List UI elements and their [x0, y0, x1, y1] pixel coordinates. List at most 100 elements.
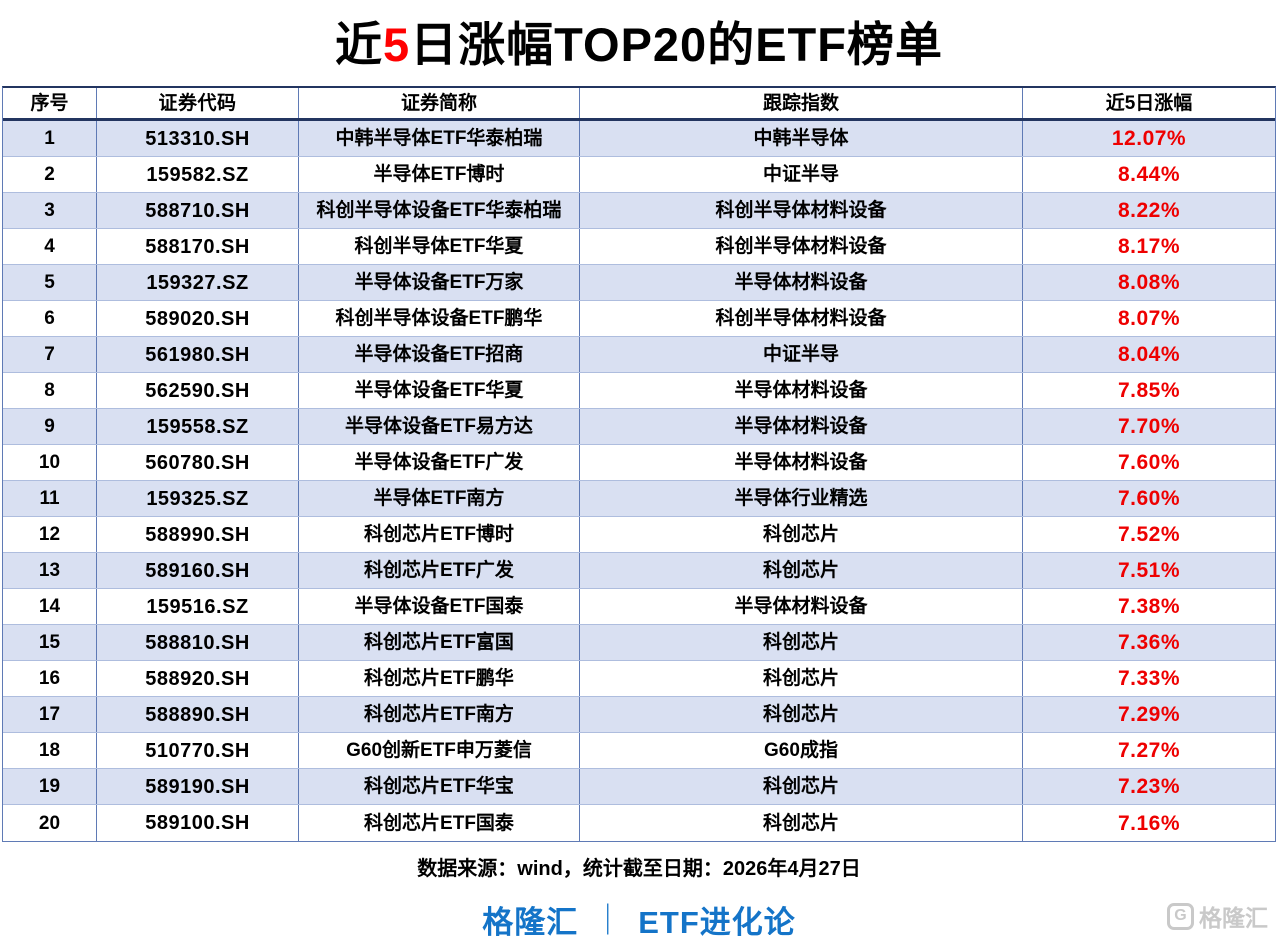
cell-code: 159516.SZ	[97, 589, 299, 624]
cell-index: 科创芯片	[580, 697, 1023, 732]
cell-change: 7.16%	[1117, 811, 1181, 835]
cell-code: 588170.SH	[97, 229, 299, 264]
cell-change: 7.60%	[1117, 487, 1181, 510]
cell-rank: 11	[3, 481, 97, 516]
cell-name: 半导体设备ETF国泰	[299, 589, 580, 624]
cell-rank: 6	[3, 301, 97, 336]
cell-code: 561980.SH	[97, 337, 299, 372]
table-row: 4 588170.SH 科创半导体ETF华夏 科创半导体材料设备 8.17%	[3, 229, 1275, 265]
cell-name: 科创芯片ETF国泰	[299, 805, 580, 841]
cell-change: 7.52%	[1117, 523, 1181, 546]
cell-rank: 12	[3, 517, 97, 552]
title-prefix: 近	[335, 18, 384, 71]
header-cell-rank: 序号	[3, 88, 97, 118]
cell-name: 科创芯片ETF南方	[299, 697, 580, 732]
cell-change: 7.85%	[1117, 379, 1181, 402]
cell-name: 科创芯片ETF广发	[299, 553, 580, 588]
cell-rank: 10	[3, 445, 97, 480]
table-row: 12 588990.SH 科创芯片ETF博时 科创芯片 7.52%	[3, 517, 1275, 553]
cell-change: 7.51%	[1117, 559, 1181, 582]
cell-change: 7.23%	[1117, 775, 1181, 798]
data-source-note: 数据来源：wind，统计截至日期：2026年4月27日	[417, 858, 861, 880]
cell-rank: 9	[3, 409, 97, 444]
table-row: 17 588890.SH 科创芯片ETF南方 科创芯片 7.29%	[3, 697, 1275, 733]
cell-change: 8.08%	[1117, 271, 1181, 294]
cell-code: 513310.SH	[97, 121, 299, 156]
cell-name: 半导体设备ETF广发	[299, 445, 580, 480]
cell-code: 589100.SH	[97, 805, 299, 841]
cell-code: 159327.SZ	[97, 265, 299, 300]
cell-rank: 3	[3, 193, 97, 228]
cell-change: 7.33%	[1117, 667, 1181, 690]
cell-name: G60创新ETF申万菱信	[299, 733, 580, 768]
table-row: 13 589160.SH 科创芯片ETF广发 科创芯片 7.51%	[3, 553, 1275, 589]
cell-name: 半导体设备ETF易方达	[299, 409, 580, 444]
table-row: 7 561980.SH 半导体设备ETF招商 中证半导 8.04%	[3, 337, 1275, 373]
cell-rank: 16	[3, 661, 97, 696]
page-title: 近5日涨幅TOP20的ETF榜单	[0, 0, 1278, 86]
cell-index: G60成指	[580, 733, 1023, 768]
cell-index: 科创芯片	[580, 661, 1023, 696]
table-row: 15 588810.SH 科创芯片ETF富国 科创芯片 7.36%	[3, 625, 1275, 661]
cell-index: 科创芯片	[580, 517, 1023, 552]
cell-change: 7.36%	[1117, 631, 1181, 654]
header-cell-index: 跟踪指数	[580, 88, 1023, 118]
gelonghui-watermark: G 格隆汇	[1167, 899, 1268, 933]
cell-rank: 15	[3, 625, 97, 660]
cell-name: 科创半导体ETF华夏	[299, 229, 580, 264]
brand-divider: ｜	[592, 903, 625, 938]
cell-code: 159582.SZ	[97, 157, 299, 192]
cell-name: 半导体ETF南方	[299, 481, 580, 516]
cell-code: 588920.SH	[97, 661, 299, 696]
table-row: 9 159558.SZ 半导体设备ETF易方达 半导体材料设备 7.70%	[3, 409, 1275, 445]
cell-rank: 17	[3, 697, 97, 732]
title-suffix: 日涨幅TOP20的ETF榜单	[410, 18, 943, 71]
cell-rank: 5	[3, 265, 97, 300]
cell-rank: 8	[3, 373, 97, 408]
gelonghui-watermark-text: 格隆汇	[1199, 905, 1268, 931]
cell-change: 8.22%	[1117, 199, 1181, 222]
cell-code: 562590.SH	[97, 373, 299, 408]
cell-change: 8.04%	[1117, 343, 1181, 366]
table-row: 14 159516.SZ 半导体设备ETF国泰 半导体材料设备 7.38%	[3, 589, 1275, 625]
cell-index: 半导体材料设备	[580, 589, 1023, 624]
cell-rank: 18	[3, 733, 97, 768]
cell-code: 560780.SH	[97, 445, 299, 480]
cell-name: 半导体设备ETF招商	[299, 337, 580, 372]
cell-change: 8.17%	[1117, 235, 1181, 258]
title-highlight-number: 5	[383, 18, 411, 71]
cell-code: 510770.SH	[97, 733, 299, 768]
cell-index: 中韩半导体	[580, 121, 1023, 156]
table-header-row: 序号 证券代码 证券简称 跟踪指数 近5日涨幅	[3, 88, 1275, 121]
cell-name: 科创芯片ETF富国	[299, 625, 580, 660]
cell-rank: 4	[3, 229, 97, 264]
cell-index: 半导体行业精选	[580, 481, 1023, 516]
cell-code: 159558.SZ	[97, 409, 299, 444]
header-cell-change: 近5日涨幅	[1105, 92, 1193, 114]
cell-index: 科创半导体材料设备	[580, 193, 1023, 228]
table-row: 2 159582.SZ 半导体ETF博时 中证半导 8.44%	[3, 157, 1275, 193]
cell-name: 科创芯片ETF博时	[299, 517, 580, 552]
cell-change: 7.60%	[1117, 451, 1181, 474]
table-body: 1 513310.SH 中韩半导体ETF华泰柏瑞 中韩半导体 12.07% 2 159582…	[3, 121, 1275, 841]
cell-code: 588990.SH	[97, 517, 299, 552]
table-row: 18 510770.SH G60创新ETF申万菱信 G60成指 7.27%	[3, 733, 1275, 769]
table-row: 3 588710.SH 科创半导体设备ETF华泰柏瑞 科创半导体材料设备 8.22%	[3, 193, 1275, 229]
cell-index: 半导体材料设备	[580, 445, 1023, 480]
cell-rank: 1	[3, 121, 97, 156]
table-row: 8 562590.SH 半导体设备ETF华夏 半导体材料设备 7.85%	[3, 373, 1275, 409]
cell-change: 8.07%	[1117, 307, 1181, 330]
table-row: 6 589020.SH 科创半导体设备ETF鹏华 科创半导体材料设备 8.07%	[3, 301, 1275, 337]
cell-rank: 14	[3, 589, 97, 624]
table-row: 10 560780.SH 半导体设备ETF广发 半导体材料设备 7.60%	[3, 445, 1275, 481]
cell-code: 588810.SH	[97, 625, 299, 660]
cell-index: 科创芯片	[580, 625, 1023, 660]
cell-index: 半导体材料设备	[580, 409, 1023, 444]
cell-change: 7.38%	[1117, 595, 1181, 618]
cell-name: 科创半导体设备ETF华泰柏瑞	[299, 193, 580, 228]
cell-name: 半导体设备ETF万家	[299, 265, 580, 300]
cell-change: 7.27%	[1117, 739, 1181, 762]
header-cell-code: 证券代码	[97, 88, 299, 118]
cell-index: 半导体材料设备	[580, 265, 1023, 300]
cell-name: 科创芯片ETF鹏华	[299, 661, 580, 696]
